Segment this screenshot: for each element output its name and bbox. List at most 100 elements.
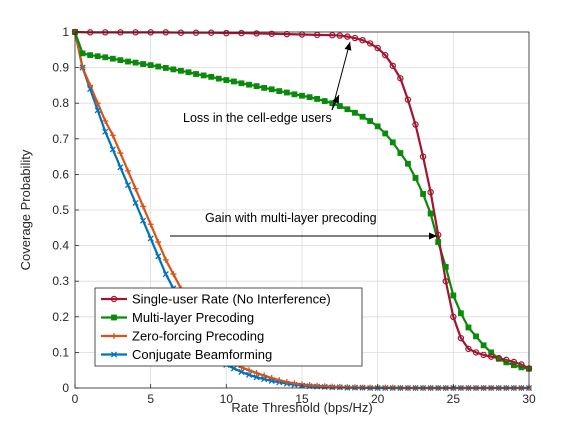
data-point <box>503 356 510 364</box>
y-tick-label: 0.3 <box>52 274 69 288</box>
data-point <box>382 130 389 137</box>
legend-marker <box>111 314 117 321</box>
y-tick-label: 0.5 <box>52 203 69 217</box>
data-point <box>473 333 479 340</box>
legend-item: Zero-forcing Precoding <box>101 329 264 344</box>
data-point <box>457 310 464 317</box>
data-point <box>140 203 147 210</box>
x-tick-label: 20 <box>371 392 385 406</box>
data-point <box>94 53 101 60</box>
data-point <box>404 96 412 103</box>
data-point <box>162 271 169 278</box>
data-point <box>246 81 252 88</box>
data-point <box>207 29 215 36</box>
annotation-loss-cell-edge: Loss in the cell-edge users <box>183 111 332 125</box>
data-point <box>510 362 517 369</box>
data-point <box>87 82 94 89</box>
arrow-head <box>344 42 352 51</box>
data-point <box>155 63 162 70</box>
data-point <box>117 164 124 171</box>
data-point <box>253 374 260 381</box>
data-point <box>87 52 94 59</box>
data-point <box>336 103 343 109</box>
data-point <box>314 96 321 102</box>
series-points-circle <box>71 28 533 372</box>
data-point <box>253 83 260 90</box>
data-point <box>306 94 313 101</box>
data-point <box>283 89 290 96</box>
legend-marker <box>110 295 118 303</box>
data-point <box>397 75 404 82</box>
data-point <box>268 86 275 93</box>
data-point <box>79 64 86 71</box>
x-tick-label: 0 <box>72 392 79 406</box>
data-point <box>132 59 139 66</box>
arrow-head <box>429 232 437 240</box>
data-point <box>162 65 169 71</box>
data-point <box>87 85 94 93</box>
x-tick-label: 25 <box>447 392 461 406</box>
data-point <box>261 376 268 383</box>
data-point <box>359 36 366 44</box>
y-tick-label: 1 <box>62 25 69 39</box>
data-point <box>246 367 253 374</box>
data-point <box>185 69 192 76</box>
data-point <box>510 358 518 366</box>
data-point <box>336 383 343 390</box>
y-axis-label: Coverage Probability <box>18 149 33 270</box>
axis-ticks: 0 5 10 15 20 25 30 0 0.1 0.2 0.3 0.4 0.5 0.6 0.7 0.8 0.9… <box>52 25 536 406</box>
data-point <box>420 191 426 197</box>
x-tick-label: 15 <box>295 392 309 406</box>
data-point <box>140 217 147 224</box>
data-point <box>374 123 381 130</box>
data-point <box>79 50 86 57</box>
data-point <box>177 29 185 36</box>
data-point <box>223 77 230 83</box>
data-point <box>94 100 101 107</box>
legend-item: Multi-layer Precoding <box>101 310 254 325</box>
data-point <box>351 34 359 42</box>
data-point <box>155 253 162 260</box>
data-point <box>480 342 487 349</box>
data-point <box>124 167 131 174</box>
data-point <box>351 384 358 391</box>
data-point <box>299 92 305 99</box>
data-point <box>465 345 472 353</box>
data-point <box>140 61 146 67</box>
data-point <box>132 199 139 206</box>
data-point <box>374 44 381 52</box>
legend-label: Zero-forcing Precoding <box>132 329 264 344</box>
annotation-gain-multilayer: Gain with multi-layer precoding <box>205 211 377 225</box>
data-point <box>329 383 336 390</box>
data-point <box>283 30 291 38</box>
data-point <box>230 365 237 372</box>
data-point <box>442 278 449 285</box>
y-tick-label: 0.1 <box>52 345 69 359</box>
data-point <box>457 334 465 342</box>
data-point <box>117 57 124 64</box>
data-point <box>472 349 480 356</box>
data-point <box>450 313 457 320</box>
data-point <box>321 98 328 104</box>
data-point <box>238 29 245 37</box>
data-point <box>109 132 116 139</box>
data-point <box>147 235 154 242</box>
data-point <box>162 256 169 263</box>
y-tick-label: 0.7 <box>52 132 69 146</box>
data-point <box>223 29 230 37</box>
legend-label: Multi-layer Precoding <box>132 310 254 325</box>
data-point <box>427 188 434 196</box>
data-point <box>109 146 116 153</box>
data-point <box>488 349 495 356</box>
y-tick-label: 0.4 <box>52 239 69 253</box>
series-points-square <box>72 29 532 372</box>
data-point <box>238 80 245 87</box>
data-point <box>102 128 109 135</box>
x-axis-label: Rate Threshold (bps/Hz) <box>231 400 372 415</box>
y-tick-label: 0.9 <box>52 61 69 75</box>
data-point <box>435 239 442 245</box>
data-point <box>352 109 358 116</box>
legend: Single-user Rate (No Interference) Multi-… <box>94 287 363 367</box>
data-point <box>117 150 124 157</box>
data-point <box>268 30 275 37</box>
